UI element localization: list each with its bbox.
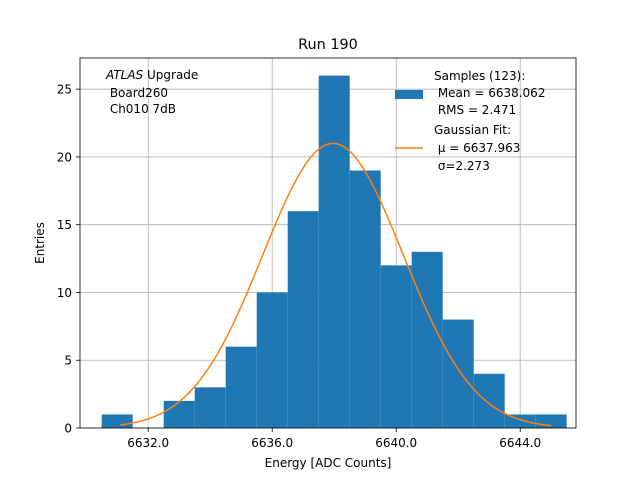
y-axis-ticks: 0 5 10 15 20 25 [57,83,80,436]
legend-hist-label-3: RMS = 2.471 [434,103,516,117]
x-axis-label: Energy [ADC Counts] [265,456,392,470]
y-tick-label-1: 5 [64,354,72,368]
y-tick-label-4: 20 [57,150,72,164]
histogram-bar-11 [442,319,474,428]
histogram-bar-8 [349,170,381,428]
histogram-bar-9 [380,265,412,428]
histogram-bar-3 [194,387,226,428]
histogram-bar-14 [535,414,567,428]
histogram-bar-4 [225,346,257,428]
histogram-bar-13 [504,414,536,428]
legend: Samples (123): Mean = 6638.062 RMS = 2.4… [395,69,545,173]
chart-title: Run 190 [298,37,358,53]
annotation-upgrade: Upgrade [143,68,198,82]
annotation-atlas-italic: ATLAS [105,68,144,82]
x-tick-label-1: 6636.0 [251,436,293,450]
legend-fit-label-1: Gaussian Fit: [434,123,511,137]
y-tick-label-3: 15 [57,218,72,232]
histogram-bar-10 [411,251,443,428]
annotation-line-2: Board260 [106,86,168,100]
gaussian-fit-curve [120,142,552,427]
legend-hist-swatch [395,90,423,99]
legend-hist-label-2: Mean = 6638.062 [434,86,545,100]
axes-frame [79,57,577,429]
annotation-line-3: Ch010 7dB [106,102,176,116]
histogram-bar-2 [163,400,195,428]
histogram-bar-12 [473,373,505,428]
legend-hist-label-1: Samples (123): [434,69,525,83]
legend-fit-label-2: μ = 6637.963 [434,141,520,155]
histogram-bar-0 [101,414,133,428]
x-tick-label-3: 6644.0 [499,436,541,450]
y-tick-label-5: 25 [57,83,72,97]
histogram-bar-5 [256,292,288,428]
y-tick-label-0: 0 [64,422,72,436]
y-axis-label: Entries [33,222,47,264]
y-tick-label-2: 10 [57,286,72,300]
atlas-annotation: ATLAS Upgrade Board260 Ch010 7dB [105,68,198,116]
histogram-bar-6 [287,211,319,428]
histogram-bar-7 [318,75,350,428]
x-tick-label-2: 6640.0 [375,436,417,450]
x-tick-label-0: 6632.0 [127,436,169,450]
histogram-bars [101,75,567,428]
x-axis-ticks: 6632.0 6636.0 6640.0 6644.0 [127,428,541,450]
legend-fit-label-3: σ=2.273 [434,159,490,173]
annotation-line-1: ATLAS Upgrade [105,68,198,82]
